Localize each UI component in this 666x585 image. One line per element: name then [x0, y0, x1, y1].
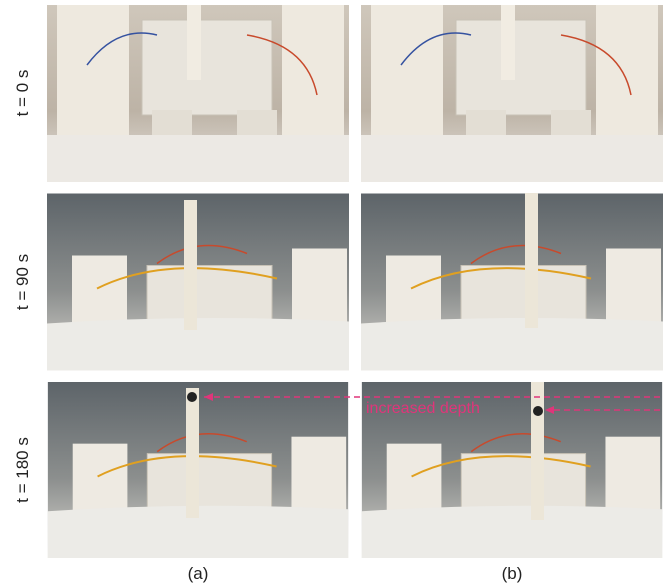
row-label: t = 180 s — [13, 437, 32, 503]
page: {"rows": [{"label": "t = 0 s"}, {"label"… — [0, 0, 666, 585]
rod — [186, 388, 199, 518]
photo — [361, 194, 663, 371]
column-label: (a) — [188, 564, 209, 583]
row-label: t = 0 s — [13, 70, 32, 117]
column-label: (b) — [502, 564, 523, 583]
marker — [533, 406, 543, 416]
rod — [525, 193, 538, 328]
photo — [361, 5, 663, 182]
row-label: t = 90 s — [13, 254, 32, 310]
marker — [187, 392, 197, 402]
photo — [47, 5, 349, 182]
photo — [47, 194, 349, 371]
figure: increased depth t = 0 s t = 90 s t = 180… — [0, 0, 666, 585]
rod — [184, 200, 197, 330]
annotation: increased depth — [366, 400, 480, 417]
rod — [531, 382, 544, 520]
